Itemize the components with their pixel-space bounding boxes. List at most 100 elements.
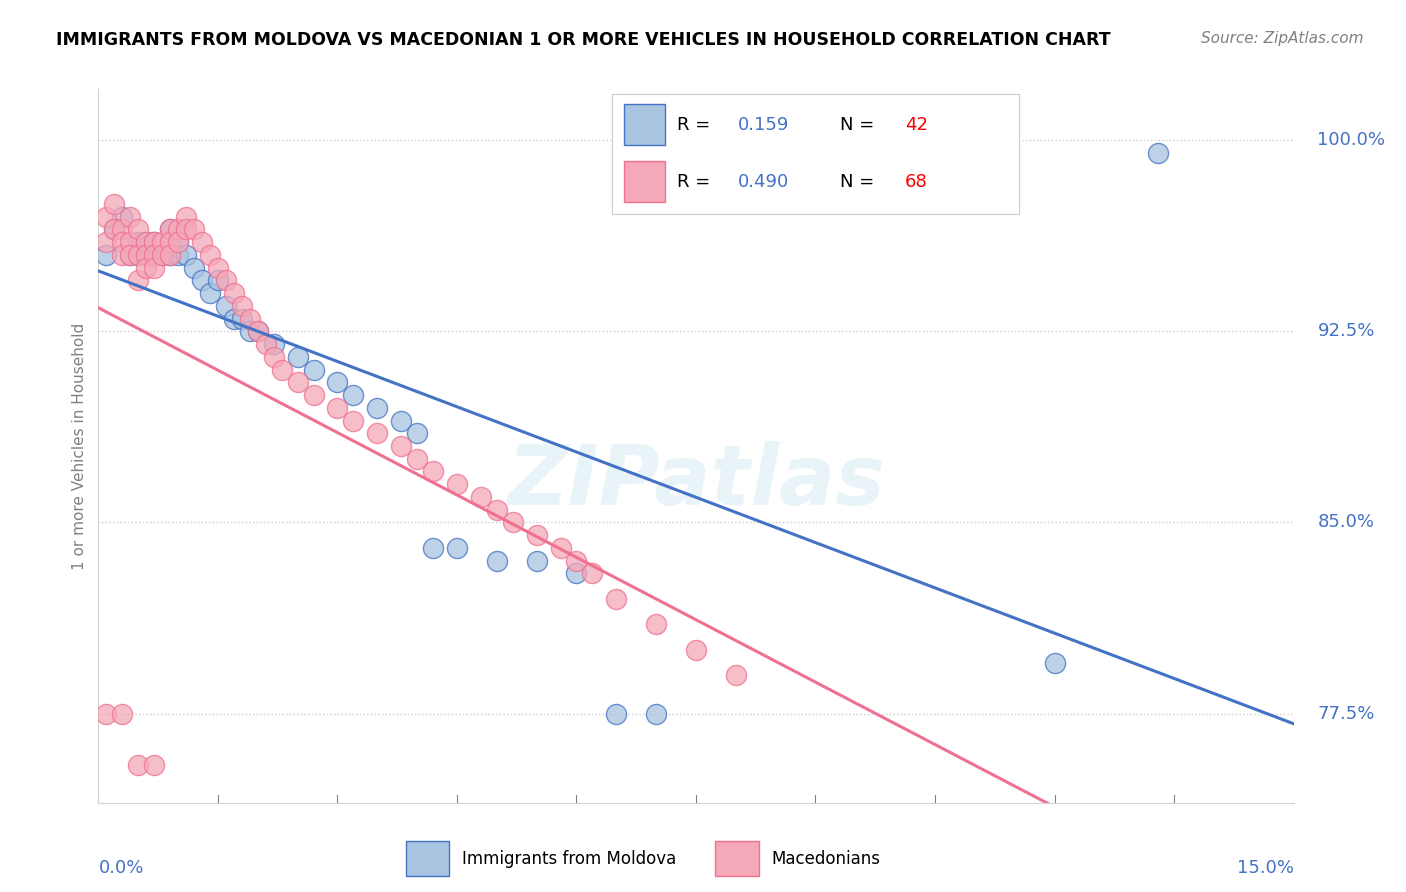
Text: 0.159: 0.159 bbox=[738, 116, 789, 134]
Text: ZIPatlas: ZIPatlas bbox=[508, 442, 884, 522]
Point bbox=[111, 210, 134, 224]
Point bbox=[96, 248, 118, 262]
Point bbox=[159, 248, 181, 262]
Text: R =: R = bbox=[676, 116, 716, 134]
Point bbox=[103, 222, 125, 236]
Point bbox=[550, 541, 572, 555]
Point bbox=[127, 273, 149, 287]
Point bbox=[1147, 145, 1170, 160]
Point bbox=[215, 273, 238, 287]
Point bbox=[239, 324, 262, 338]
Point bbox=[198, 248, 221, 262]
Point bbox=[239, 311, 262, 326]
Point bbox=[581, 566, 603, 581]
Point bbox=[183, 260, 205, 275]
Point bbox=[127, 222, 149, 236]
Point bbox=[645, 706, 668, 721]
Point bbox=[191, 235, 214, 249]
Point bbox=[143, 235, 166, 249]
Point bbox=[207, 273, 229, 287]
Text: 15.0%: 15.0% bbox=[1236, 859, 1294, 877]
Point bbox=[135, 248, 157, 262]
Point bbox=[96, 235, 118, 249]
Point bbox=[198, 286, 221, 301]
Point bbox=[302, 362, 325, 376]
Point bbox=[565, 566, 588, 581]
Point bbox=[389, 439, 412, 453]
Point bbox=[605, 591, 627, 606]
Point bbox=[183, 222, 205, 236]
Point bbox=[143, 235, 166, 249]
Point bbox=[526, 528, 548, 542]
Point bbox=[366, 401, 388, 415]
Point bbox=[565, 554, 588, 568]
Point bbox=[159, 222, 181, 236]
Point bbox=[111, 706, 134, 721]
Point bbox=[143, 248, 166, 262]
Text: 0.0%: 0.0% bbox=[98, 859, 143, 877]
Point bbox=[231, 311, 253, 326]
Point bbox=[231, 299, 253, 313]
Point bbox=[127, 757, 149, 772]
Point bbox=[254, 337, 277, 351]
Point bbox=[150, 235, 173, 249]
Point bbox=[645, 617, 668, 632]
Point bbox=[389, 413, 412, 427]
Point bbox=[143, 260, 166, 275]
Point bbox=[342, 413, 364, 427]
Text: Source: ZipAtlas.com: Source: ZipAtlas.com bbox=[1201, 31, 1364, 46]
Point bbox=[207, 822, 229, 836]
Point bbox=[96, 210, 118, 224]
Point bbox=[446, 541, 468, 555]
Point bbox=[159, 847, 181, 861]
Bar bbox=[716, 841, 759, 876]
Point bbox=[120, 248, 142, 262]
Point bbox=[103, 222, 125, 236]
Text: 0.490: 0.490 bbox=[738, 172, 789, 191]
Point bbox=[159, 222, 181, 236]
Text: 42: 42 bbox=[905, 116, 928, 134]
Text: 77.5%: 77.5% bbox=[1317, 705, 1375, 723]
Point bbox=[724, 668, 747, 682]
Point bbox=[326, 376, 349, 390]
Point bbox=[143, 248, 166, 262]
Point bbox=[174, 248, 197, 262]
Point bbox=[1043, 656, 1066, 670]
Point bbox=[167, 235, 190, 249]
Point bbox=[174, 847, 197, 861]
Text: Immigrants from Moldova: Immigrants from Moldova bbox=[461, 849, 676, 868]
Point bbox=[135, 248, 157, 262]
Point bbox=[406, 426, 429, 441]
Point bbox=[263, 337, 285, 351]
Point bbox=[207, 260, 229, 275]
Point bbox=[191, 822, 214, 836]
Point bbox=[127, 235, 149, 249]
Point bbox=[485, 502, 508, 516]
Point bbox=[263, 350, 285, 364]
Text: 92.5%: 92.5% bbox=[1317, 322, 1375, 341]
Point bbox=[159, 235, 181, 249]
Text: N =: N = bbox=[839, 172, 880, 191]
Bar bbox=[406, 841, 450, 876]
Point bbox=[246, 324, 269, 338]
Point bbox=[287, 350, 309, 364]
Point bbox=[135, 260, 157, 275]
Point bbox=[605, 706, 627, 721]
Point bbox=[526, 554, 548, 568]
Point bbox=[502, 516, 524, 530]
Text: 100.0%: 100.0% bbox=[1317, 131, 1385, 149]
Point bbox=[120, 210, 142, 224]
Point bbox=[287, 376, 309, 390]
Point bbox=[246, 324, 269, 338]
Point bbox=[127, 248, 149, 262]
Text: N =: N = bbox=[839, 116, 880, 134]
Point bbox=[150, 248, 173, 262]
Point bbox=[366, 426, 388, 441]
Point bbox=[222, 311, 245, 326]
Point bbox=[111, 222, 134, 236]
Point bbox=[222, 286, 245, 301]
Point bbox=[150, 248, 173, 262]
Y-axis label: 1 or more Vehicles in Household: 1 or more Vehicles in Household bbox=[72, 322, 87, 570]
Point bbox=[485, 554, 508, 568]
Point bbox=[103, 197, 125, 211]
